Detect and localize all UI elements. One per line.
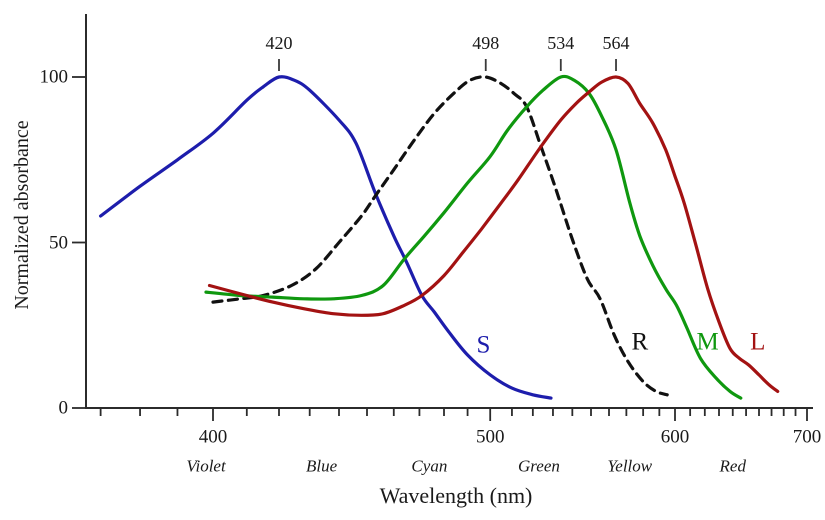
x-tick-label: 700: [792, 426, 822, 448]
spectrum-name-green: Green: [518, 456, 560, 476]
spectrum-name-yellow: Yellow: [607, 456, 653, 476]
x-tick-label: 400: [198, 426, 228, 448]
peak-label-s: 420: [265, 33, 293, 53]
x-tick-label: 600: [660, 426, 690, 448]
series-letter-l: L: [750, 328, 766, 356]
series-letter-s: S: [476, 331, 491, 359]
y-axis-label: Normalized absorbance: [11, 120, 33, 310]
series-letter-m: M: [696, 328, 719, 356]
spectrum-name-cyan: Cyan: [411, 456, 448, 476]
spectrum-name-violet: Violet: [186, 456, 226, 476]
peak-label-r: 498: [472, 33, 500, 53]
y-tick-label: 100: [39, 66, 69, 88]
y-tick-label: 0: [58, 397, 69, 419]
y-tick-label: 50: [49, 232, 68, 253]
series-letter-r: R: [631, 328, 649, 356]
spectrum-name-red: Red: [719, 456, 746, 476]
curve-s: [99, 75, 553, 400]
curve-m: [204, 74, 743, 400]
x-axis-label: Wavelength (nm): [379, 483, 533, 508]
peak-label-m: 534: [547, 33, 575, 53]
curve-r: [211, 75, 669, 397]
curve-l: [207, 75, 780, 393]
peak-label-l: 564: [602, 33, 630, 53]
spectrum-name-blue: Blue: [306, 456, 338, 476]
x-tick-label: 500: [475, 426, 505, 448]
